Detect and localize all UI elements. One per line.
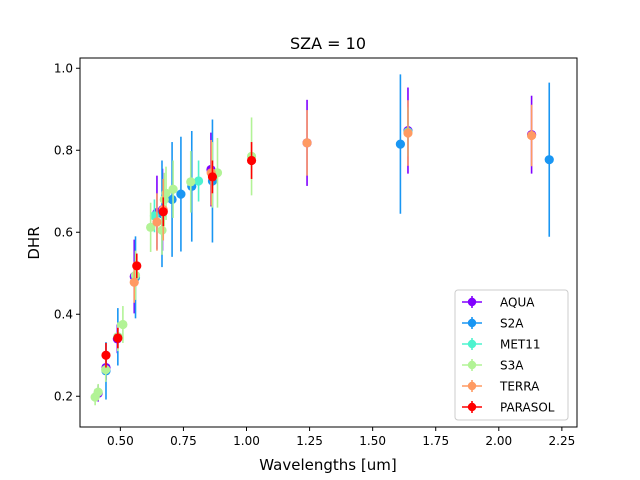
legend-marker	[467, 318, 477, 328]
legend-label: TERRA	[499, 380, 540, 394]
legend-item-terra: TERRA	[462, 380, 540, 394]
legend-box	[454, 289, 569, 421]
data-point	[167, 194, 177, 205]
data-point	[101, 350, 111, 360]
data-point	[157, 225, 167, 235]
x-tick-label: 1.25	[296, 434, 323, 448]
data-point	[168, 184, 178, 194]
data-point	[176, 189, 186, 199]
legend-marker	[467, 381, 477, 391]
y-axis-ticks: 0.2 0.4 0.6 0.8 1.0	[54, 61, 80, 403]
y-tick-label: 1.0	[54, 61, 73, 75]
data-point	[101, 365, 111, 375]
data-point	[395, 139, 406, 149]
legend-label: AQUA	[500, 296, 535, 310]
y-tick-label: 0.4	[54, 307, 73, 321]
data-point	[152, 217, 162, 227]
x-tick-label: 1.00	[233, 434, 260, 448]
x-tick-label: 2.00	[485, 434, 512, 448]
chart-title: SZA = 10	[290, 34, 366, 53]
legend-item-aqua: AQUA	[462, 296, 535, 310]
legend-marker	[467, 402, 477, 412]
series-parasol	[101, 142, 257, 368]
legend-label: MET11	[500, 338, 541, 352]
data-point	[113, 333, 123, 343]
legend-item-s2a: S2A	[462, 317, 524, 331]
x-tick-label: 0.50	[107, 434, 134, 448]
data-point	[544, 155, 554, 165]
y-tick-label: 0.8	[54, 143, 73, 157]
legend-label: PARASOL	[500, 401, 555, 415]
x-tick-label: 0.75	[170, 434, 197, 448]
data-point	[207, 172, 218, 182]
legend-label: S2A	[500, 317, 524, 331]
data-point	[302, 138, 312, 148]
data-point	[129, 277, 139, 287]
legend-marker	[467, 297, 477, 307]
data-point	[146, 222, 156, 232]
x-axis-ticks: 0.50 0.75 1.00 1.25 1.50 1.75 2.00 2.25	[107, 427, 575, 448]
data-point	[186, 177, 196, 187]
y-tick-label: 0.2	[54, 389, 73, 403]
data-point	[132, 261, 142, 271]
data-point	[526, 130, 537, 141]
data-point	[403, 128, 413, 138]
legend: AQUA S2A MET11 S3A TERRA PARASOL	[454, 289, 569, 421]
legend-marker	[467, 339, 477, 349]
data-point	[246, 155, 257, 166]
legend-item-s3a: S3A	[462, 359, 524, 373]
data-point	[193, 176, 204, 186]
x-tick-label: 1.50	[359, 434, 386, 448]
x-tick-label: 1.75	[422, 434, 449, 448]
data-point	[93, 387, 103, 397]
data-point	[118, 319, 128, 330]
data-point	[158, 207, 168, 217]
legend-label: S3A	[500, 359, 524, 373]
x-tick-label: 2.25	[549, 434, 576, 448]
y-tick-label: 0.6	[54, 225, 73, 239]
series-terra	[129, 100, 537, 303]
plot-content	[90, 74, 554, 406]
axes-frame	[79, 57, 578, 428]
data-point	[130, 270, 141, 280]
legend-item-met11: MET11	[462, 338, 541, 352]
legend-marker	[467, 360, 477, 370]
x-axis-label: Wavelengths [um]	[259, 456, 396, 474]
legend-item-parasol: PARASOL	[462, 401, 555, 415]
y-axis-label: DHR	[25, 226, 43, 259]
